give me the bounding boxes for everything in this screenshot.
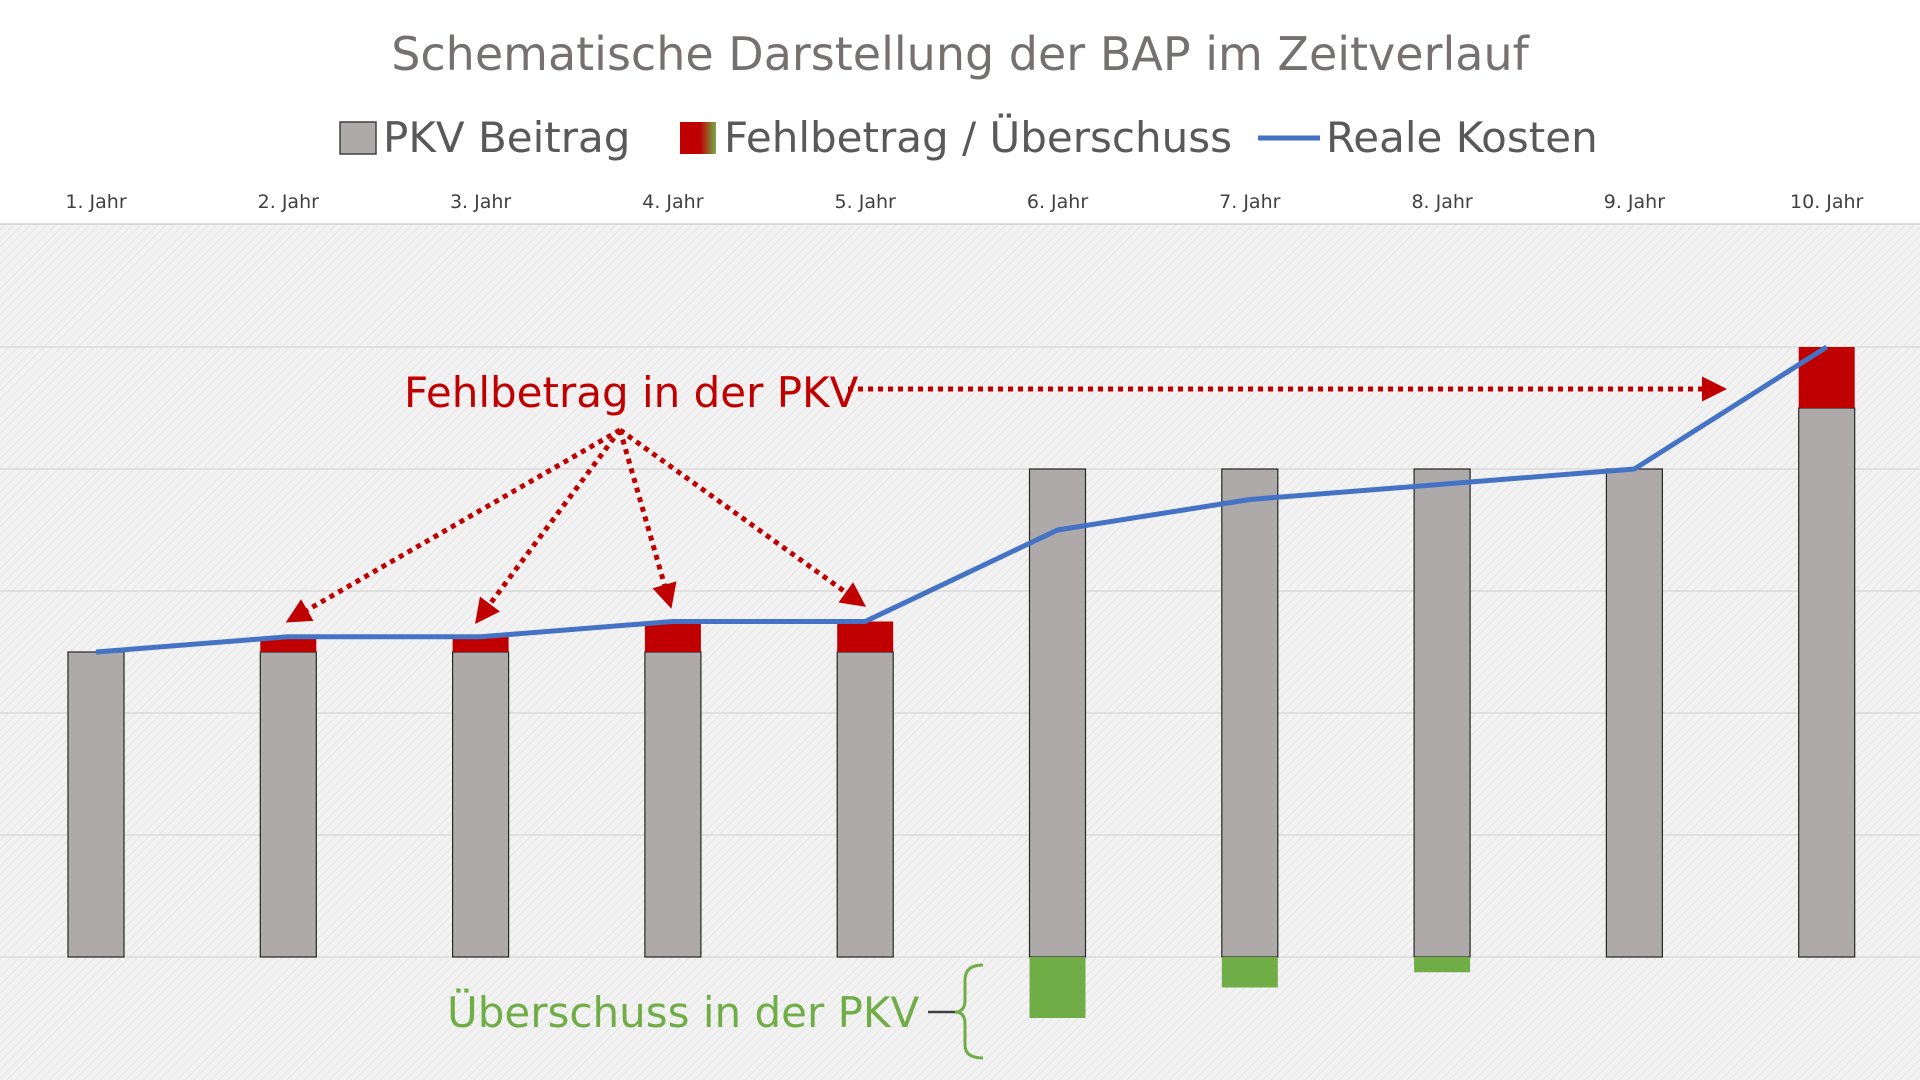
x-tick-label-10: 10. Jahr xyxy=(1790,191,1864,213)
x-tick-label-4: 4. Jahr xyxy=(642,191,703,213)
annotations: Fehlbetrag in der PKV Überschuss in der … xyxy=(285,368,1727,1060)
chart-title: Schematische Darstellung der BAP im Zeit… xyxy=(391,27,1530,81)
arrow-deficit-2 xyxy=(285,427,622,623)
bar-ueberschuss-7 xyxy=(1221,957,1278,988)
bars-pkv-beitrag xyxy=(67,407,1856,958)
line-reale-kosten xyxy=(95,344,1829,655)
bar-fehlbetrag-3 xyxy=(452,636,509,652)
gridlines xyxy=(0,346,1920,958)
annotation-deficit-label: Fehlbetrag in der PKV xyxy=(404,368,859,417)
bars-fehlbetrag-ueberschuss xyxy=(260,347,1855,1018)
bar-pkv-beitrag-2 xyxy=(259,651,317,958)
x-tick-label-8: 8. Jahr xyxy=(1411,191,1472,213)
series-line-reale-kosten xyxy=(95,344,1829,655)
bar-pkv-beitrag-7 xyxy=(1221,468,1279,958)
legend-swatch-pkv-beitrag xyxy=(339,121,377,155)
x-tick-label-9: 9. Jahr xyxy=(1604,191,1665,213)
bar-ueberschuss-8 xyxy=(1414,957,1471,973)
plot-area xyxy=(0,224,1920,1080)
bar-pkv-beitrag-10 xyxy=(1798,407,1856,958)
x-tick-label-1: 1. Jahr xyxy=(65,191,126,213)
bar-fehlbetrag-2 xyxy=(260,636,317,652)
legend-swatch-fehlbetrag xyxy=(680,122,716,154)
bar-pkv-beitrag-8 xyxy=(1413,468,1471,958)
bar-pkv-beitrag-5 xyxy=(836,651,894,958)
legend-label-reale-kosten: Reale Kosten xyxy=(1326,113,1598,162)
legend-label-fehlbetrag: Fehlbetrag / Überschuss xyxy=(724,112,1232,162)
bar-fehlbetrag-4 xyxy=(644,621,701,652)
bar-ueberschuss-6 xyxy=(1029,957,1086,1018)
legend: PKV Beitrag Fehlbetrag / Überschuss Real… xyxy=(339,112,1598,162)
bar-pkv-beitrag-3 xyxy=(452,651,510,958)
x-tick-label-2: 2. Jahr xyxy=(258,191,319,213)
bar-fehlbetrag-5 xyxy=(837,621,894,652)
bar-fehlbetrag-10 xyxy=(1798,347,1855,408)
bar-pkv-beitrag-9 xyxy=(1605,468,1664,958)
bar-pkv-beitrag-4 xyxy=(644,651,702,958)
bar-pkv-beitrag-6 xyxy=(1028,468,1087,958)
x-tick-label-3: 3. Jahr xyxy=(450,191,511,213)
arrow-deficit-4 xyxy=(617,429,677,609)
bar-pkv-beitrag-1 xyxy=(67,651,125,958)
legend-label-pkv-beitrag: PKV Beitrag xyxy=(383,113,630,162)
x-tick-label-6: 6. Jahr xyxy=(1027,191,1088,213)
x-tick-label-7: 7. Jahr xyxy=(1219,191,1280,213)
x-axis-ticks: 1. Jahr 2. Jahr 3. Jahr 4. Jahr 5. Jahr 6. Ja… xyxy=(65,191,1863,213)
annotation-surplus-label: Überschuss in der PKV xyxy=(447,987,919,1037)
x-tick-label-5: 5. Jahr xyxy=(835,191,896,213)
